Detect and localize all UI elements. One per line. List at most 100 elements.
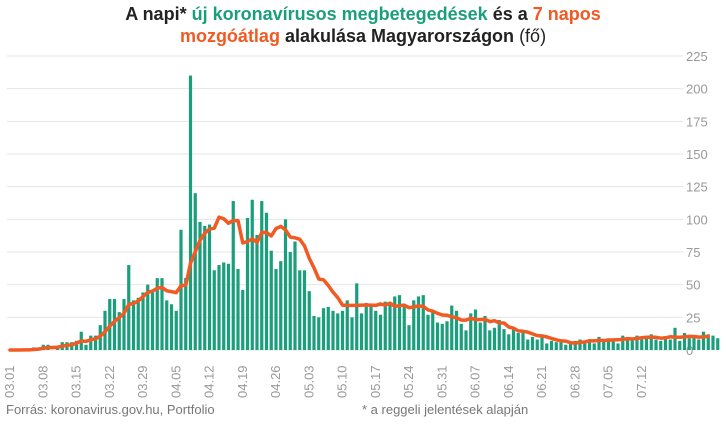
bar-75: [364, 302, 368, 350]
bar-120: [578, 339, 582, 350]
bar-92: [445, 321, 449, 350]
bar-67: [326, 306, 330, 350]
bar-115: [554, 342, 558, 350]
bar-27: [136, 297, 140, 350]
bar-23: [117, 312, 121, 350]
bar-79: [383, 301, 387, 350]
bar-121: [583, 342, 587, 350]
bar-88: [426, 314, 430, 350]
bar-44: [217, 265, 221, 350]
bar-148: [711, 335, 715, 350]
bar-118: [568, 343, 573, 350]
bar-139: [668, 339, 672, 350]
bar-99: [478, 322, 482, 350]
bar-108: [521, 331, 525, 350]
x-tick-label-14: 06.07: [468, 365, 483, 398]
bar-131: [630, 339, 634, 350]
title-series-bars: új koronavírusos megbetegedések: [191, 4, 488, 24]
y-tick-label-1: 25: [686, 310, 700, 325]
bar-48: [236, 268, 240, 350]
bar-66: [321, 308, 326, 350]
bar-74: [359, 313, 364, 350]
bar-62: [302, 270, 307, 350]
title-connector: és a: [487, 4, 533, 24]
bar-80: [388, 304, 392, 350]
bar-26: [131, 300, 136, 350]
bar-57: [279, 261, 283, 350]
bar-83: [402, 304, 406, 350]
bar-14: [74, 340, 79, 350]
bar-32: [160, 278, 164, 350]
x-tick-label-16: 06.21: [534, 365, 549, 398]
bar-135: [649, 334, 653, 350]
bar-70: [340, 310, 345, 350]
bar-78: [378, 314, 383, 350]
bar-63: [307, 291, 311, 350]
x-tick-label-1: 03.08: [35, 365, 50, 398]
bar-68: [331, 310, 335, 350]
x-tick-label-15: 06.14: [501, 365, 516, 398]
y-tick-label-6: 150: [686, 147, 708, 162]
x-tick-label-11: 05.17: [368, 365, 383, 398]
bar-91: [440, 323, 444, 350]
bar-43: [212, 270, 216, 350]
bar-105: [507, 334, 511, 350]
x-tick-label-3: 03.22: [102, 365, 117, 398]
bar-36: [179, 229, 183, 350]
bar-111: [535, 339, 539, 350]
bar-117: [564, 344, 568, 350]
x-tick-label-19: 07.12: [634, 365, 649, 398]
title-series-line-part-2: mozgóátlag: [179, 26, 280, 46]
bar-129: [621, 335, 625, 350]
y-tick-label-0: 0: [686, 343, 693, 358]
bar-40: [198, 221, 202, 350]
bar-72: [350, 317, 354, 350]
y-tick-label-7: 175: [686, 114, 708, 129]
bar-106: [511, 327, 516, 350]
x-tick-label-10: 05.10: [335, 365, 350, 398]
bar-37: [184, 278, 188, 350]
bar-89: [431, 312, 435, 350]
bar-104: [502, 329, 506, 350]
bar-24: [122, 299, 126, 350]
bar-22: [112, 299, 117, 350]
bar-47: [231, 201, 235, 350]
bar-53: [260, 201, 264, 350]
bar-103: [497, 319, 501, 350]
bar-145: [697, 339, 701, 350]
bar-85: [412, 300, 416, 350]
chart-title-line-2: mozgóátlag alakulása Magyarországon (fő): [0, 25, 726, 47]
source-text: Forrás: koronavirus.gov.hu, Portfolio: [6, 402, 215, 417]
bar-94: [454, 310, 459, 350]
bar-30: [150, 291, 155, 350]
x-tick-label-13: 05.31: [434, 365, 449, 398]
bar-35: [174, 310, 178, 350]
bar-147: [706, 334, 710, 350]
bar-137: [659, 340, 663, 350]
bar-144: [692, 335, 696, 350]
x-tick-label-4: 03.29: [135, 365, 150, 398]
bar-125: [602, 340, 606, 350]
bar-49: [241, 289, 245, 350]
bar-102: [492, 327, 497, 350]
bar-41: [203, 225, 207, 350]
bar-90: [435, 322, 440, 350]
x-tick-label-8: 04.26: [268, 365, 283, 398]
bar-34: [169, 304, 174, 350]
bar-38: [188, 75, 193, 350]
bar-141: [678, 340, 682, 350]
y-tick-label-2: 50: [686, 278, 700, 293]
y-tick-label-8: 200: [686, 82, 708, 97]
chart-title-line-1: A napi* új koronavírusos megbetegedések …: [0, 3, 726, 25]
bar-107: [516, 333, 520, 350]
bar-136: [654, 339, 658, 350]
x-tick-label-9: 05.03: [301, 365, 316, 398]
x-tick-label-2: 03.15: [69, 365, 84, 398]
bar-109: [526, 339, 530, 350]
bar-132: [635, 335, 639, 350]
y-tick-label-5: 125: [686, 180, 708, 195]
bar-42: [207, 224, 212, 350]
bar-96: [464, 330, 468, 350]
x-tick-label-6: 04.12: [202, 365, 217, 398]
